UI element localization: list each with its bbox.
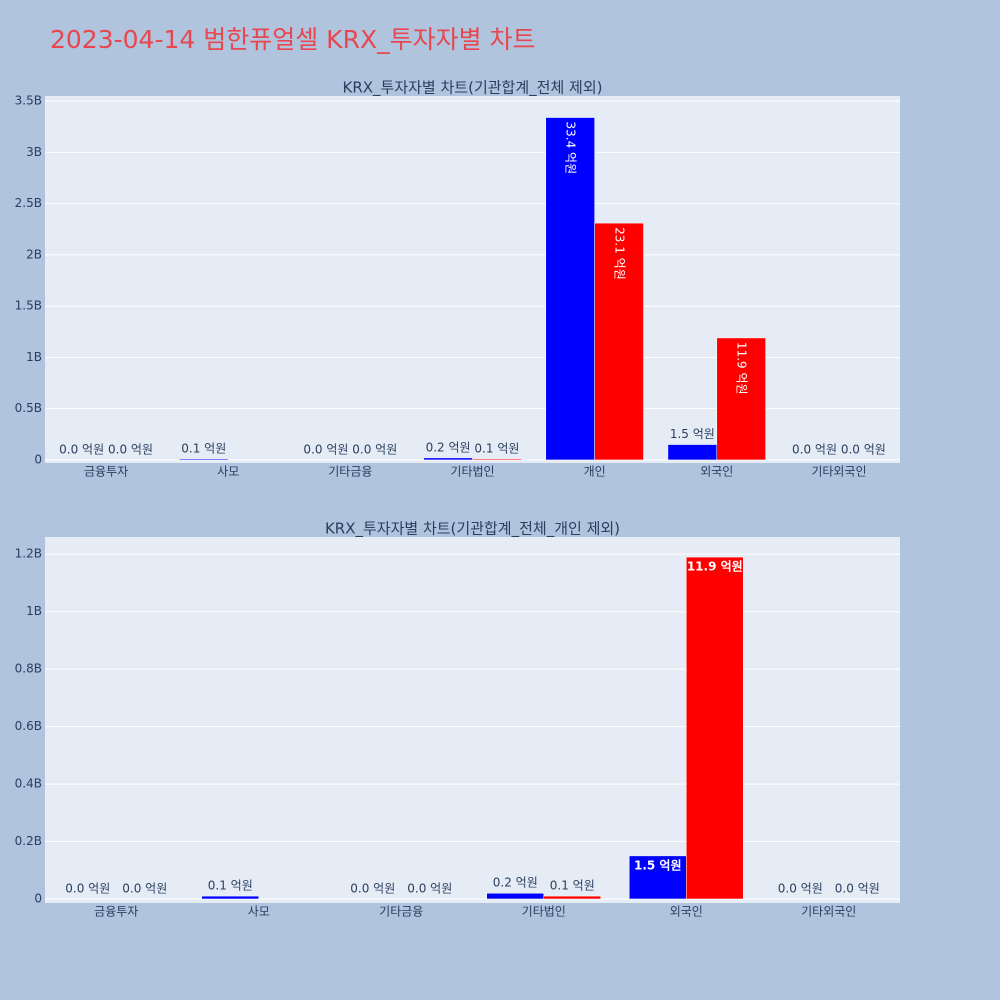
bar bbox=[594, 222, 644, 461]
value-label: 0.0 억원 bbox=[108, 442, 153, 456]
value-label: 0.1 억원 bbox=[474, 441, 519, 455]
bar bbox=[545, 117, 595, 461]
bar bbox=[543, 895, 601, 900]
x-tick-label: 외국인 bbox=[700, 465, 733, 479]
x-tick-label: 금융투자 bbox=[94, 905, 138, 919]
y-tick-label: 3.5B bbox=[15, 94, 42, 108]
value-label: 1.5 억원 bbox=[634, 858, 682, 872]
x-tick-label: 기타금융 bbox=[328, 465, 372, 479]
page-title: 2023-04-14 범한퓨얼셀 KRX_투자자별 차트 bbox=[50, 25, 536, 54]
value-label: 0.1 억원 bbox=[208, 879, 253, 893]
y-tick-label: 0.2B bbox=[15, 834, 42, 848]
bar bbox=[629, 855, 687, 900]
value-label: 0.0 억원 bbox=[778, 881, 823, 895]
y-tick-label: 0.8B bbox=[15, 662, 42, 676]
value-label: 23.1 억원 bbox=[613, 227, 627, 280]
y-tick-label: 1B bbox=[26, 604, 42, 618]
bar bbox=[472, 458, 522, 461]
bar bbox=[716, 337, 766, 461]
bar bbox=[423, 457, 473, 461]
y-tick-label: 0.4B bbox=[15, 777, 42, 791]
bar bbox=[686, 556, 744, 900]
value-label: 0.0 억원 bbox=[352, 442, 397, 456]
y-tick-label: 1.5B bbox=[15, 299, 42, 313]
plot-area bbox=[45, 537, 900, 903]
value-label: 0.0 억원 bbox=[122, 881, 167, 895]
y-tick-label: 3B bbox=[26, 145, 42, 159]
value-label: 0.0 억원 bbox=[792, 442, 837, 456]
plot-area bbox=[45, 96, 900, 463]
y-tick-label: 1B bbox=[26, 350, 42, 364]
y-tick-label: 0 bbox=[34, 891, 42, 905]
y-tick-label: 0.6B bbox=[15, 719, 42, 733]
x-tick-label: 기타외국인 bbox=[811, 465, 866, 479]
value-label: 1.5 억원 bbox=[670, 427, 715, 441]
y-tick-label: 1.2B bbox=[15, 547, 42, 561]
value-label: 11.9 억원 bbox=[687, 560, 743, 574]
x-tick-label: 기타법인 bbox=[450, 465, 494, 479]
x-tick-label: 기타법인 bbox=[522, 905, 566, 919]
x-tick-label: 사모 bbox=[248, 905, 270, 919]
value-label: 0.1 억원 bbox=[181, 441, 226, 455]
value-label: 0.0 억원 bbox=[59, 442, 104, 456]
value-label: 0.0 억원 bbox=[407, 881, 452, 895]
y-tick-label: 2B bbox=[26, 247, 42, 261]
x-tick-label: 사모 bbox=[217, 465, 239, 479]
y-tick-label: 0.5B bbox=[15, 401, 42, 415]
bar bbox=[667, 444, 718, 461]
y-tick-label: 0 bbox=[34, 452, 42, 466]
y-tick-label: 2.5B bbox=[15, 196, 42, 210]
value-label: 0.0 억원 bbox=[65, 881, 110, 895]
bar bbox=[486, 892, 544, 900]
x-tick-label: 외국인 bbox=[670, 905, 703, 919]
chart-title: KRX_투자자별 차트(기관합계_전체 제외) bbox=[343, 79, 603, 98]
value-label: 0.1 억원 bbox=[550, 879, 595, 893]
value-label: 0.0 억원 bbox=[350, 881, 395, 895]
x-tick-label: 기타금융 bbox=[379, 905, 423, 919]
value-label: 0.0 억원 bbox=[835, 881, 880, 895]
bar bbox=[201, 895, 259, 900]
x-tick-label: 기타외국인 bbox=[801, 905, 856, 919]
value-label: 0.2 억원 bbox=[493, 876, 538, 890]
x-tick-label: 개인 bbox=[584, 465, 606, 479]
value-label: 33.4 억원 bbox=[564, 122, 578, 175]
value-label: 0.2 억원 bbox=[426, 440, 471, 454]
chart-title: KRX_투자자별 차트(기관합계_전체_개인 제외) bbox=[325, 520, 620, 539]
value-label: 0.0 억원 bbox=[841, 442, 886, 456]
value-label: 0.0 억원 bbox=[303, 442, 348, 456]
x-tick-label: 금융투자 bbox=[84, 465, 128, 479]
bar bbox=[179, 458, 229, 461]
value-label: 11.9 억원 bbox=[735, 342, 749, 395]
